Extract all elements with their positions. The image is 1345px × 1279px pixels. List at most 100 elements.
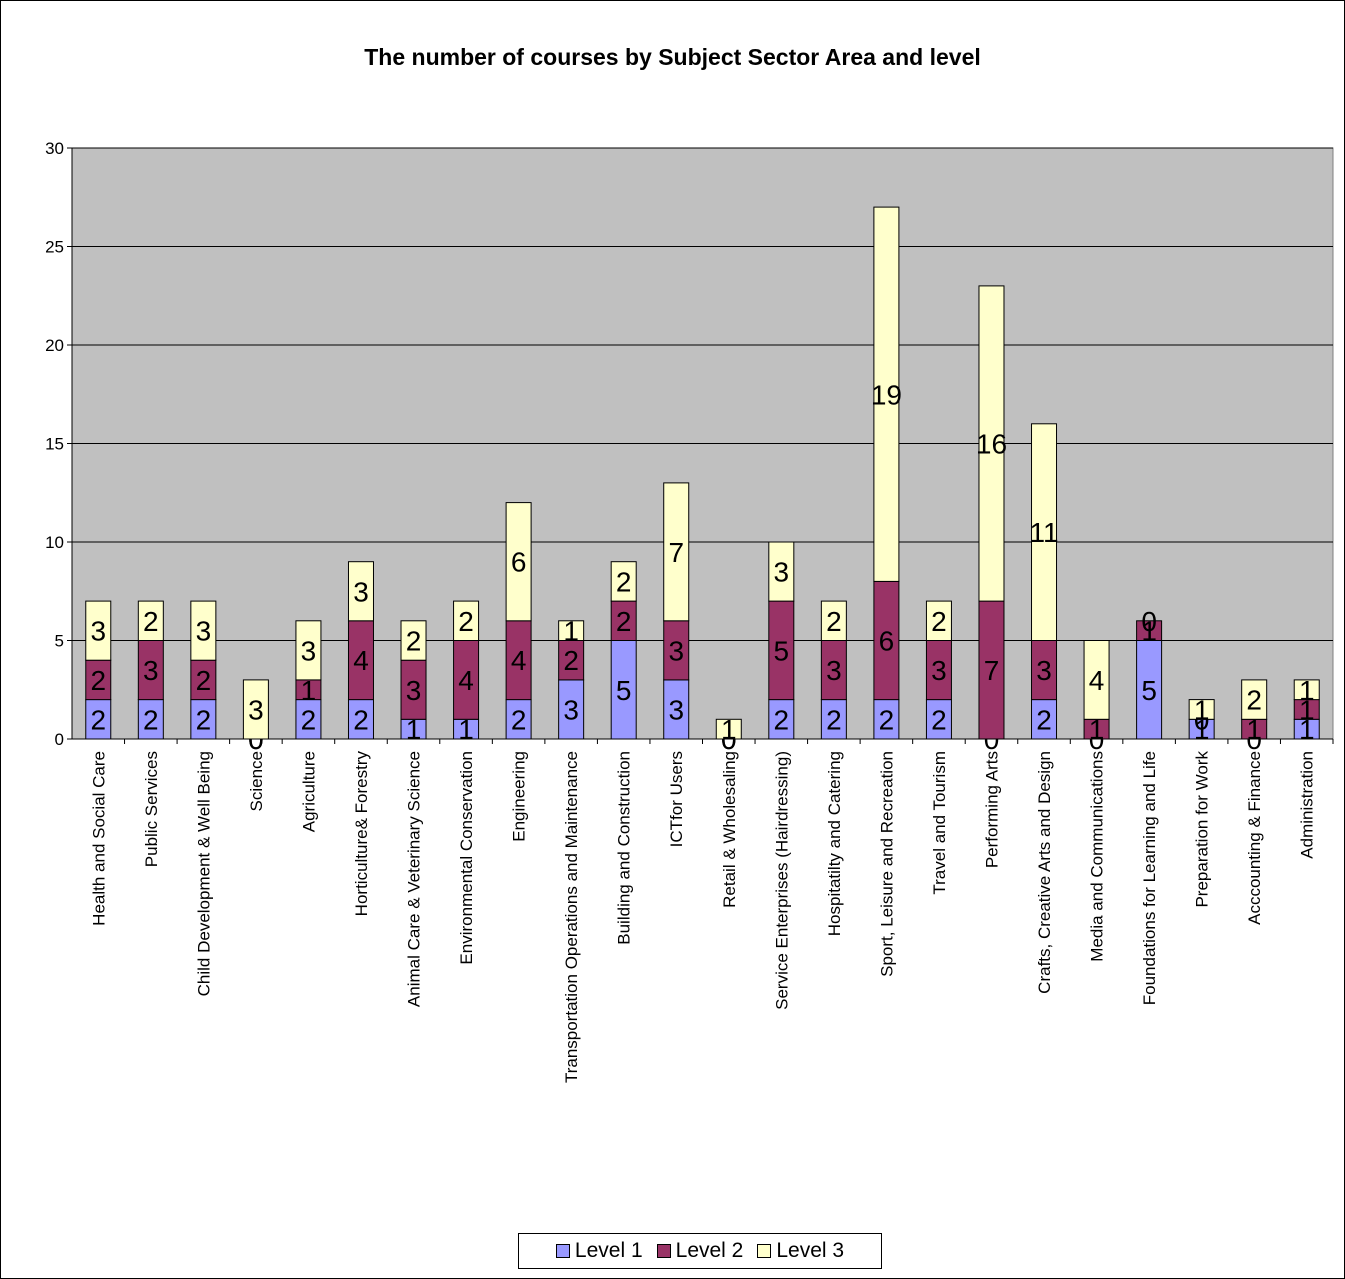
bar-segment (505, 699, 532, 740)
bar-segment (190, 659, 217, 701)
data-label: 1 (1194, 714, 1210, 745)
data-label: 2 (196, 704, 212, 735)
data-label: 1 (1141, 616, 1157, 647)
data-label: 6 (879, 626, 895, 657)
bar-segment (1136, 620, 1163, 641)
bar-segment (1031, 423, 1058, 641)
data-label: 2 (1036, 704, 1052, 735)
bar-segment (715, 718, 742, 740)
bar-segment (400, 659, 427, 720)
data-label: 2 (458, 606, 474, 637)
bar-segment (295, 699, 322, 740)
data-label: 2 (616, 566, 632, 597)
data-label: 11 (1029, 517, 1058, 548)
x-tick-label: ICTfor Users (667, 751, 686, 847)
data-label: 2 (196, 665, 212, 696)
x-tick-label: Crafts, Creative Arts and Design (1035, 751, 1054, 994)
bar-segment (137, 640, 164, 701)
x-tick-label: Engineering (510, 751, 529, 842)
bar-segment (558, 679, 585, 740)
x-tick-label: Animal Care & Veterinary Science (405, 751, 424, 1007)
bar-segment (663, 679, 690, 740)
bar-segment (190, 699, 217, 740)
data-label: 3 (668, 694, 684, 725)
data-label: 19 (871, 379, 902, 410)
x-tick-label: Service Enterprises (Hairdressing) (772, 751, 791, 1010)
data-label: 1 (1089, 714, 1105, 745)
bar-segment (242, 679, 269, 740)
x-tick-label: Retail & Wholesaling (720, 751, 739, 908)
y-tick-label: 25 (45, 238, 64, 257)
x-tick-label: Agriculture (299, 751, 318, 832)
data-label: 3 (826, 655, 842, 686)
chart-legend: Level 1 Level 2 Level 3 (518, 1233, 882, 1269)
bar-segment (978, 285, 1005, 602)
bar-segment (190, 600, 217, 661)
data-label: 3 (143, 655, 159, 686)
bar-segment (1083, 640, 1110, 720)
data-label: 3 (90, 616, 106, 647)
data-label: 3 (353, 576, 369, 607)
bar-segment (453, 640, 480, 720)
data-label: 1 (721, 714, 737, 745)
chart-title: The number of courses by Subject Sector … (364, 44, 981, 70)
x-tick-label: Media and Communications (1088, 751, 1107, 962)
y-tick-label: 5 (55, 632, 64, 651)
x-tick-label: Science (247, 751, 266, 811)
data-label: 1 (563, 616, 579, 647)
y-tick-label: 10 (45, 533, 64, 552)
data-label: 16 (976, 429, 1007, 460)
data-label: 1 (1299, 694, 1315, 725)
x-tick-label: Transportation Operations and Maintenanc… (562, 751, 581, 1083)
data-label: 2 (301, 704, 317, 735)
y-tick-label: 0 (55, 730, 64, 749)
legend-item-level-2: Level 2 (656, 1239, 744, 1263)
bar-segment (978, 600, 1005, 740)
data-label: 1 (1246, 714, 1262, 745)
legend-swatch-level-3 (757, 1244, 772, 1258)
bar-segment (295, 620, 322, 681)
data-label: 5 (774, 635, 790, 666)
bar-segment (1293, 679, 1320, 701)
bar-segment (768, 541, 795, 602)
data-label: 1 (458, 714, 474, 745)
data-label: 2 (406, 626, 422, 657)
data-label: 2 (90, 665, 106, 696)
legend-item-level-3: Level 3 (757, 1239, 844, 1263)
bar-segment (1188, 699, 1215, 720)
data-label: 2 (353, 704, 369, 735)
x-tick-label: Acccounting & Finance (1245, 751, 1264, 925)
bar-segment (925, 600, 952, 641)
data-label: 3 (196, 616, 212, 647)
data-label: 3 (406, 675, 422, 706)
data-label: 3 (248, 694, 264, 725)
data-label: 3 (563, 694, 579, 725)
bar-segment (1031, 640, 1058, 701)
data-label: 2 (826, 606, 842, 637)
data-label: 4 (1089, 665, 1105, 696)
bar-segment (453, 600, 480, 641)
data-label: 2 (826, 704, 842, 735)
data-label: 2 (90, 704, 106, 735)
bar-segment (85, 600, 112, 661)
legend-swatch-level-1 (555, 1244, 570, 1258)
bar-segment (347, 561, 374, 622)
bar-segment (137, 600, 164, 641)
bar-segment (663, 482, 690, 622)
bar-segment (925, 640, 952, 701)
bar-segment (1136, 640, 1163, 740)
data-label: 2 (774, 704, 790, 735)
data-label: 0 (1141, 606, 1157, 637)
x-tick-label: Travel and Tourism (930, 751, 949, 895)
data-label: 3 (301, 635, 317, 666)
bar-segment (1241, 679, 1268, 720)
data-label: 2 (879, 704, 895, 735)
bar-segment (400, 620, 427, 661)
legend-swatch-level-2 (656, 1244, 671, 1258)
bar-segment (558, 620, 585, 641)
data-label: 5 (1141, 675, 1157, 706)
data-label: 1 (1194, 694, 1210, 725)
legend-label-level-2: Level 2 (675, 1239, 744, 1262)
data-label: 2 (143, 704, 159, 735)
